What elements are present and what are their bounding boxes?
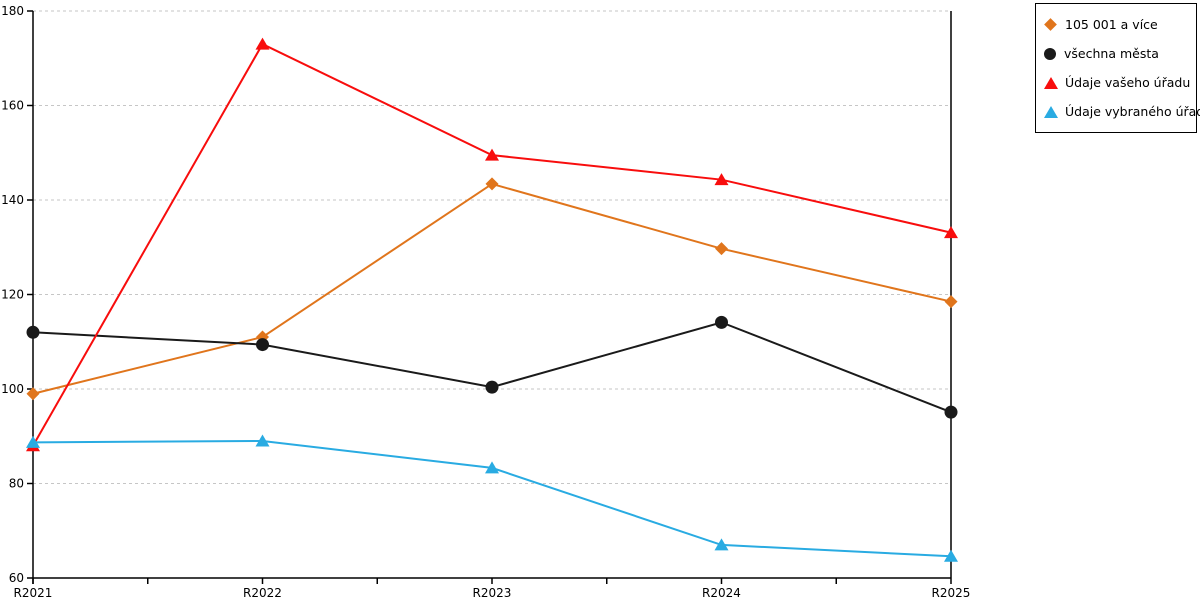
svg-text:180: 180 (1, 4, 24, 18)
triangle-marker-icon (1044, 105, 1058, 118)
legend-label: všechna města (1064, 46, 1159, 61)
svg-text:R2022: R2022 (243, 586, 282, 600)
triangle-marker-icon (1044, 76, 1058, 89)
svg-text:R2021: R2021 (14, 586, 53, 600)
svg-text:140: 140 (1, 193, 24, 207)
svg-text:R2023: R2023 (473, 586, 512, 600)
legend-label: Údaje vašeho úřadu (1065, 75, 1191, 90)
legend-item-all-cities: všechna města (1044, 39, 1190, 68)
svg-text:160: 160 (1, 99, 24, 113)
svg-text:100: 100 (1, 382, 24, 396)
svg-text:120: 120 (1, 288, 24, 302)
legend-label: Údaje vybraného úřadu (1065, 104, 1200, 119)
svg-text:60: 60 (9, 571, 24, 585)
legend-item-105001: 105 001 a více (1044, 10, 1190, 39)
diamond-marker-icon (1044, 18, 1057, 31)
circle-marker-icon (1044, 47, 1056, 60)
legend-item-your-office: Údaje vašeho úřadu (1044, 68, 1190, 97)
svg-text:80: 80 (9, 477, 24, 491)
svg-text:R2025: R2025 (932, 586, 971, 600)
chart-legend: 105 001 a více všechna města Údaje vašeh… (1035, 3, 1200, 133)
legend-item-selected-office: Údaje vybraného úřadu (1044, 97, 1200, 126)
legend-label: 105 001 a více (1065, 17, 1158, 32)
svg-text:R2024: R2024 (702, 586, 741, 600)
